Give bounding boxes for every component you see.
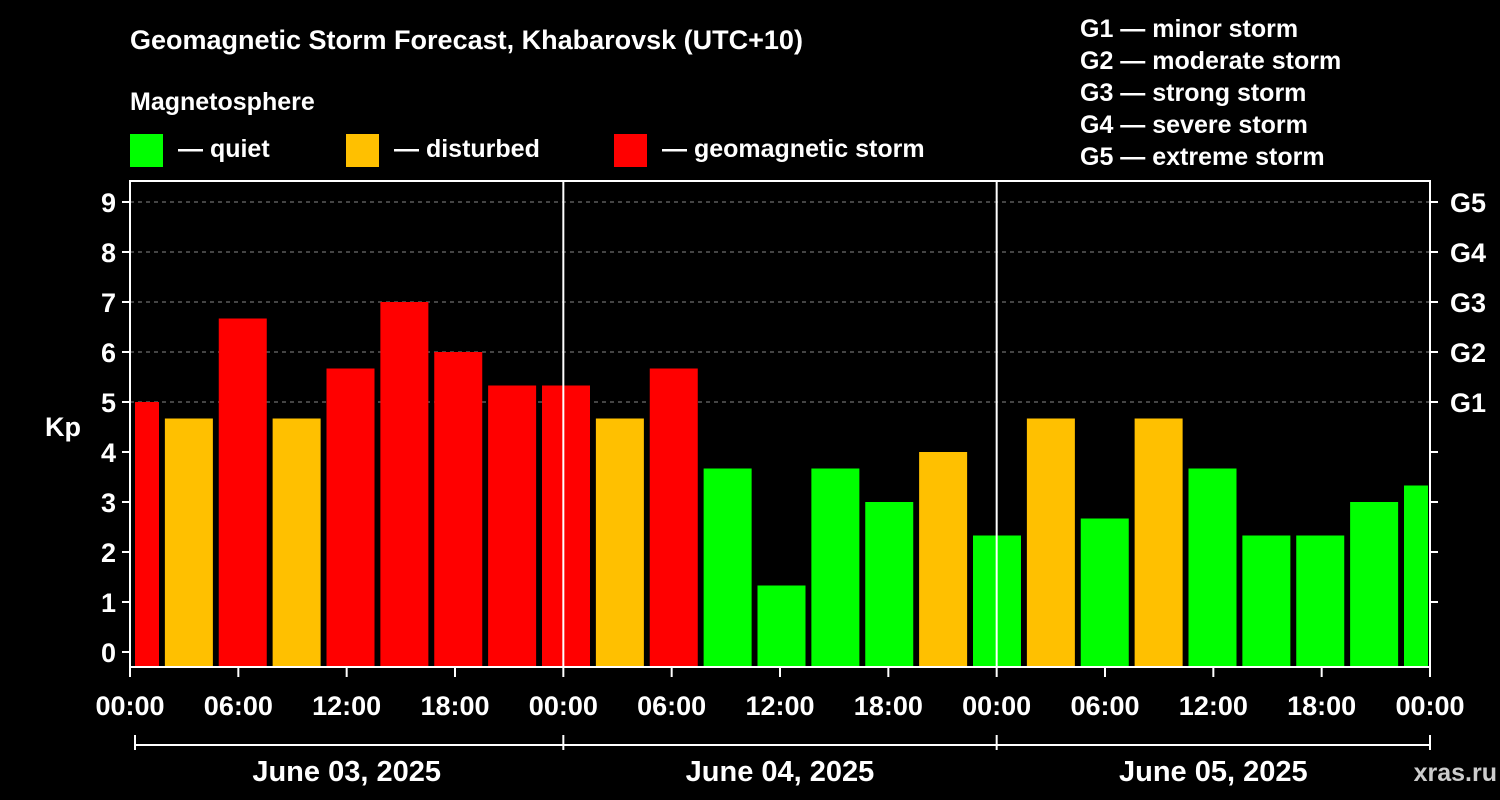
x-tick-label-12: 00:00 [1395, 691, 1464, 721]
x-tick-label-6: 12:00 [745, 691, 814, 721]
storm-scale-g1: G1 — minor storm [1080, 15, 1298, 43]
x-tick-label-7: 18:00 [854, 691, 923, 721]
right-tick-label-g4: G4 [1450, 238, 1486, 268]
bar-24 [1404, 485, 1428, 667]
bar-3 [272, 418, 321, 667]
storm-scale-g3: G3 — strong storm [1080, 79, 1306, 107]
storm-scale-g5: G5 — extreme storm [1080, 143, 1325, 171]
x-tick-label-5: 06:00 [637, 691, 706, 721]
x-tick-label-9: 06:00 [1070, 691, 1139, 721]
y-tick-label-1: 1 [101, 588, 116, 618]
x-tick-label-3: 18:00 [420, 691, 489, 721]
y-tick-label-2: 2 [101, 538, 116, 568]
y-tick-label-5: 5 [101, 388, 116, 418]
chart-title: Geomagnetic Storm Forecast, Khabarovsk (… [130, 25, 803, 55]
bar-13 [811, 468, 860, 667]
watermark: xras.ru [1414, 759, 1497, 787]
y-tick-label-6: 6 [101, 338, 116, 368]
y-tick-label-0: 0 [101, 638, 116, 668]
legend-swatch-quiet [130, 134, 163, 167]
right-tick-label-g5: G5 [1450, 188, 1486, 218]
bar-8 [542, 385, 590, 667]
storm-scale-g2: G2 — moderate storm [1080, 47, 1341, 75]
y-axis-label: Kp [45, 412, 81, 442]
bar-22 [1296, 535, 1345, 667]
bar-14 [865, 502, 914, 667]
y-tick-label-3: 3 [101, 488, 116, 518]
legend-title: Magnetosphere [130, 88, 315, 116]
storm-scale-legend: G1 — minor storm G2 — moderate storm G3 — … [1080, 15, 1341, 171]
bar-0 [135, 402, 159, 667]
bar-6 [434, 352, 483, 667]
legend: — quiet — disturbed — geomagnetic storm [130, 134, 925, 167]
bar-1 [164, 418, 213, 667]
x-tick-label-0: 00:00 [95, 691, 164, 721]
bar-4 [326, 368, 375, 667]
bar-18 [1080, 518, 1129, 667]
y-tick-label-9: 9 [101, 188, 116, 218]
y-tick-label-8: 8 [101, 238, 116, 268]
bar-23 [1350, 502, 1399, 667]
legend-label-quiet: — quiet [178, 135, 270, 163]
bar-20 [1188, 468, 1237, 667]
x-tick-label-8: 00:00 [962, 691, 1031, 721]
bar-19 [1134, 418, 1183, 667]
x-tick-label-10: 12:00 [1179, 691, 1248, 721]
legend-label-storm: — geomagnetic storm [662, 135, 925, 163]
bar-2 [218, 318, 267, 667]
x-tick-label-11: 18:00 [1287, 691, 1356, 721]
right-tick-label-g3: G3 [1450, 288, 1486, 318]
right-tick-label-g2: G2 [1450, 338, 1486, 368]
bar-7 [488, 385, 537, 667]
right-tick-label-g1: G1 [1450, 388, 1486, 418]
bar-12 [757, 585, 806, 667]
y-tick-label-4: 4 [101, 438, 116, 468]
legend-swatch-storm [614, 134, 647, 167]
bar-17 [1026, 418, 1075, 667]
bar-10 [649, 368, 698, 667]
day-label-0: June 03, 2025 [252, 756, 441, 788]
day-label-2: June 05, 2025 [1119, 756, 1308, 788]
x-tick-label-1: 06:00 [204, 691, 273, 721]
day-label-1: June 04, 2025 [686, 756, 875, 788]
x-axis: 00:00 06:00 12:00 18:00 00:00 06:00 12:00 18:00… [95, 667, 1465, 788]
bars [135, 302, 1428, 667]
bar-21 [1242, 535, 1291, 667]
bar-15 [919, 452, 968, 667]
grid [130, 201, 1430, 403]
bar-11 [703, 468, 752, 667]
legend-label-disturbed: — disturbed [394, 135, 540, 163]
storm-scale-g4: G4 — severe storm [1080, 111, 1308, 139]
bar-9 [595, 418, 644, 667]
x-tick-label-4: 00:00 [529, 691, 598, 721]
x-tick-label-2: 12:00 [312, 691, 381, 721]
legend-swatch-disturbed [346, 134, 379, 167]
y-tick-label-7: 7 [101, 288, 116, 318]
bar-5 [380, 302, 429, 667]
